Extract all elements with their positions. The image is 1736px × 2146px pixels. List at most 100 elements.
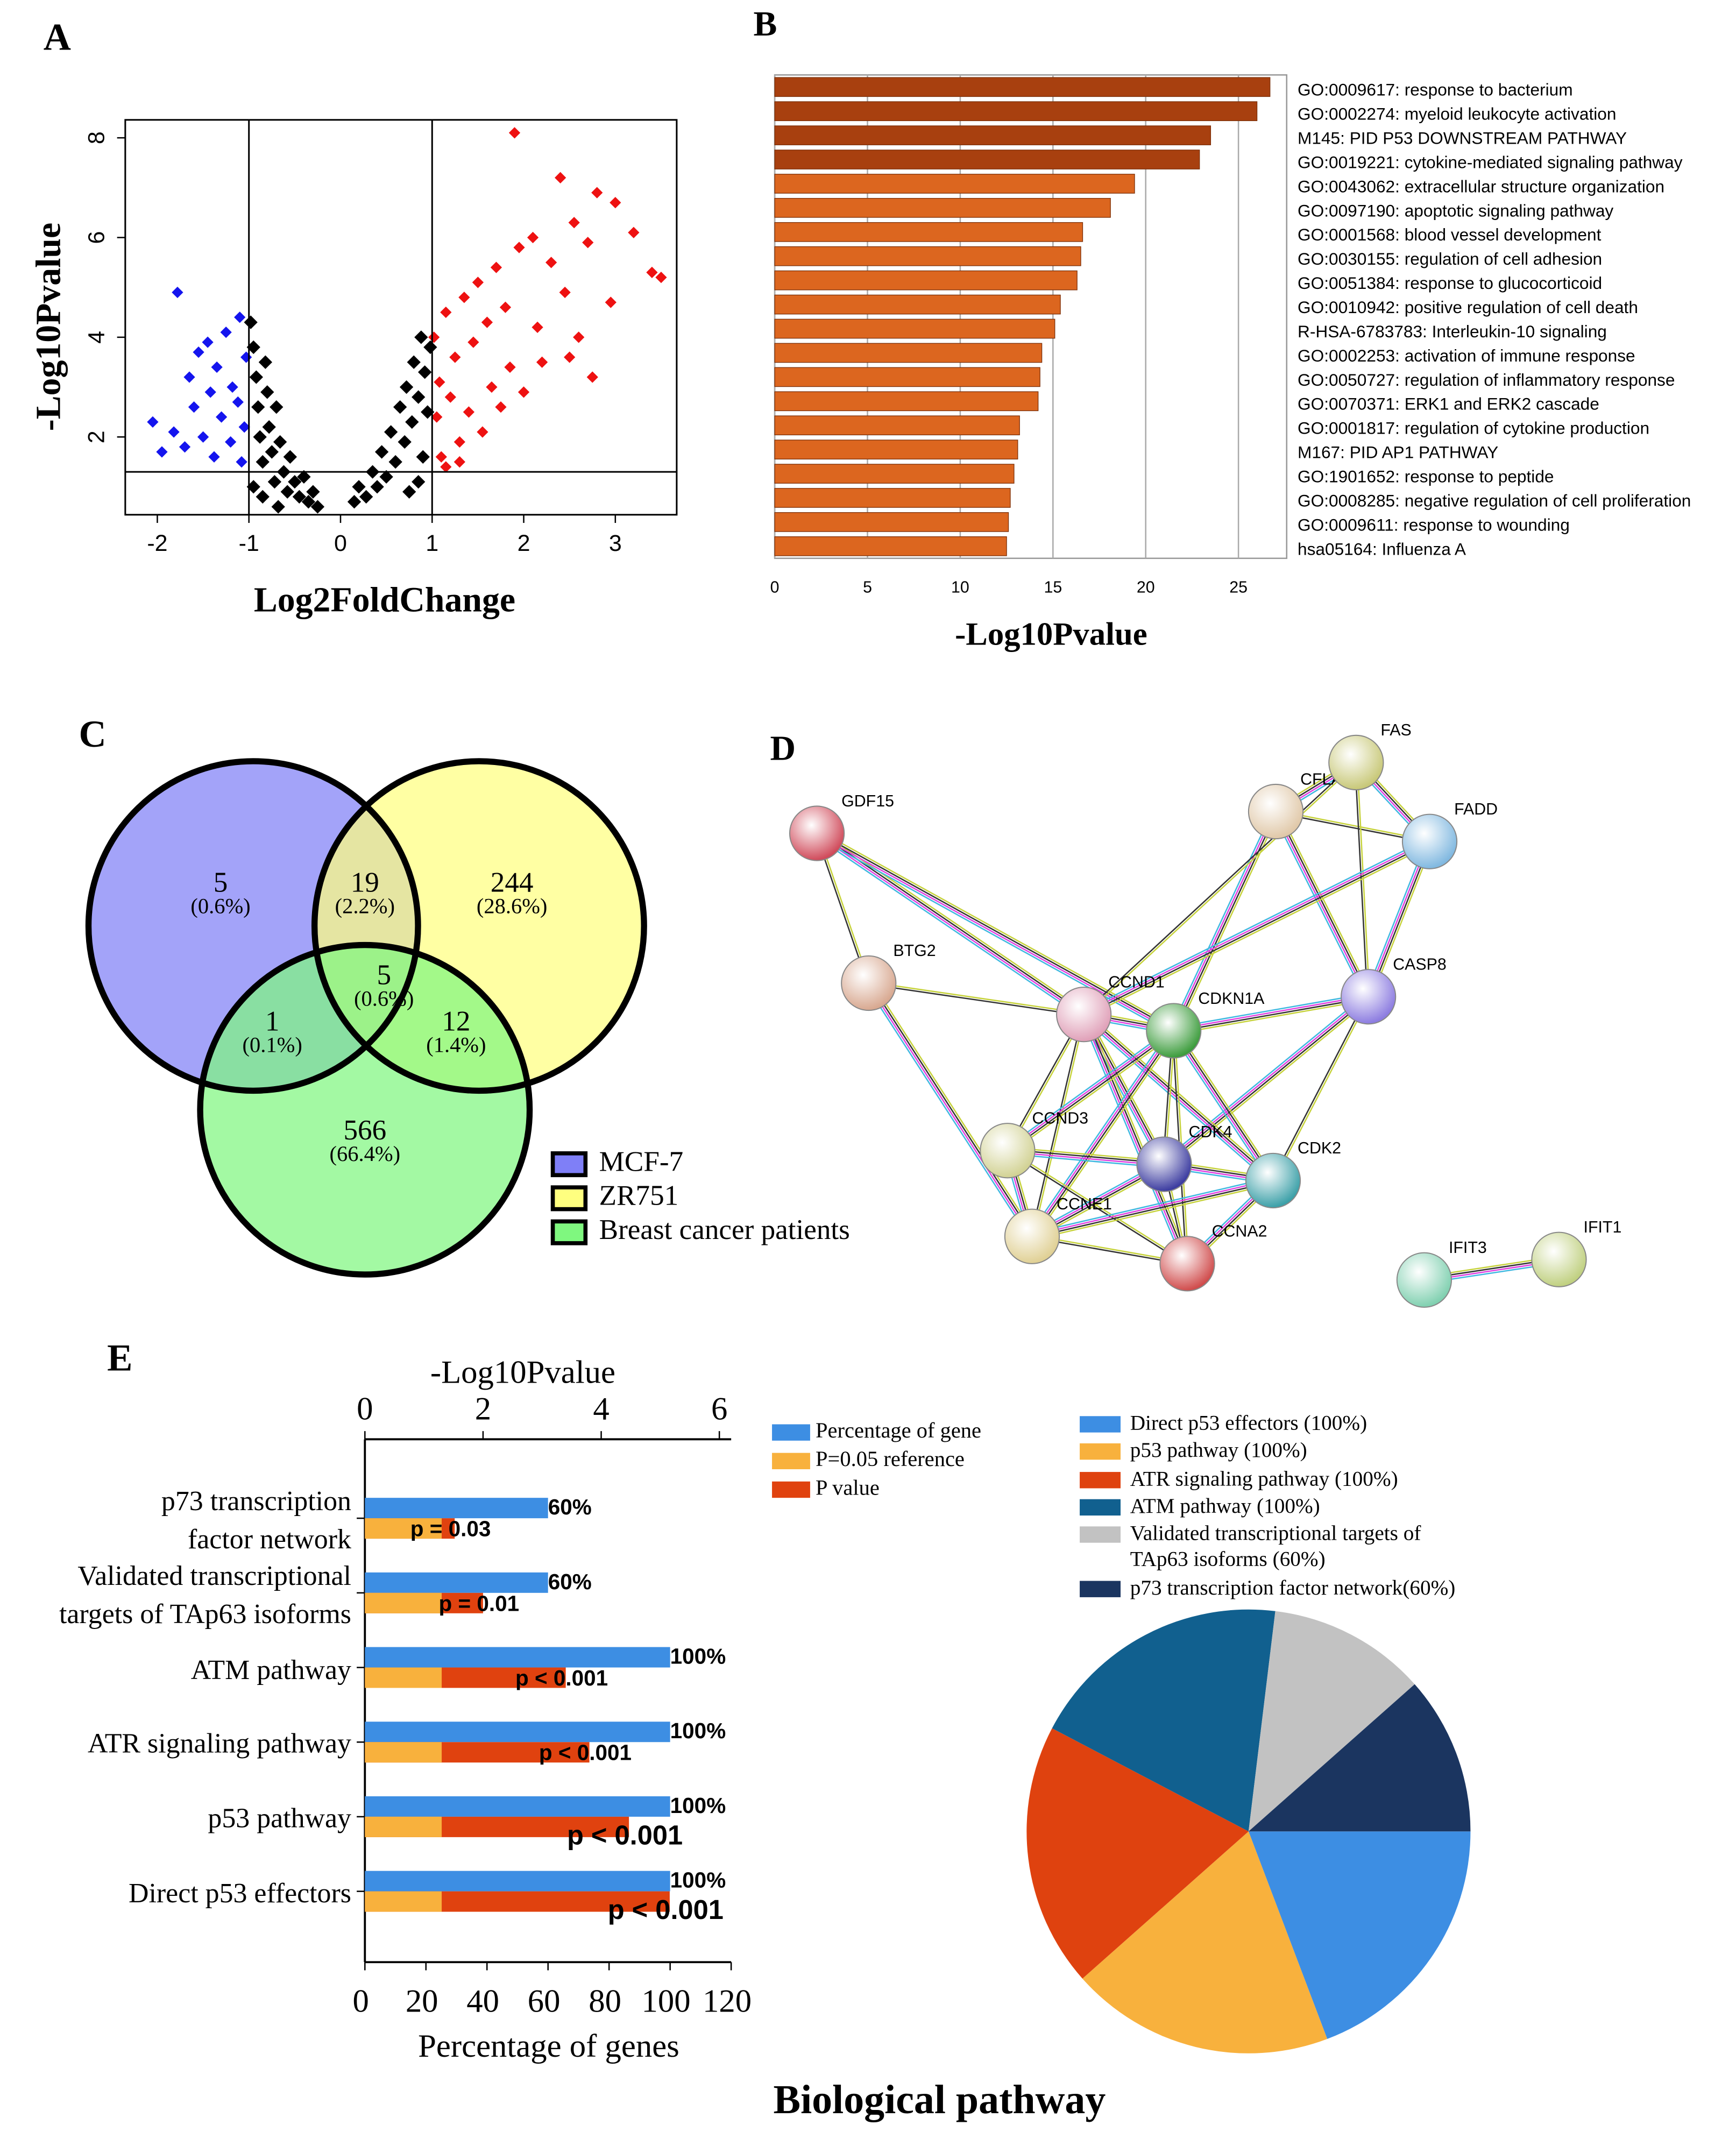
panel-label: B — [753, 4, 777, 44]
network-edge — [1175, 1028, 1277, 1179]
x-tick-label: 5 — [863, 578, 872, 596]
point — [467, 336, 479, 348]
region-count: 12 — [442, 1006, 470, 1037]
category-label: p53 pathway — [208, 1804, 351, 1835]
point — [251, 400, 265, 414]
point — [440, 461, 452, 473]
network-edge — [1172, 811, 1276, 1031]
point — [568, 217, 580, 229]
point — [423, 340, 437, 355]
x-tick-label: 2 — [518, 530, 530, 556]
point — [490, 261, 502, 273]
network-edge — [1273, 997, 1370, 1181]
x-tick-label: 25 — [1229, 578, 1248, 596]
point — [518, 386, 530, 398]
bar — [365, 1891, 442, 1912]
point — [260, 385, 274, 399]
network-node — [1248, 783, 1304, 840]
network-node — [1396, 1252, 1452, 1308]
panel-label: A — [44, 16, 71, 58]
bar — [774, 391, 1039, 412]
point — [370, 480, 384, 494]
x-tick-label: 1 — [426, 530, 438, 556]
network-edge — [1084, 1014, 1189, 1264]
network-edge — [1031, 1179, 1273, 1236]
category-label: GO:0001817: regulation of cytokine produ… — [1298, 419, 1649, 438]
point — [605, 296, 617, 308]
point — [288, 474, 302, 489]
region-count: 1 — [265, 1006, 280, 1037]
bar — [774, 464, 1015, 484]
pie-slice — [1248, 1831, 1471, 2039]
network-edge — [1083, 840, 1430, 1014]
point — [246, 340, 260, 355]
point — [481, 316, 493, 328]
value-label: p = 0.01 — [438, 1591, 519, 1616]
bar — [774, 536, 1007, 556]
point — [412, 390, 426, 404]
category-label-box: ATR signaling pathway — [88, 1730, 351, 1760]
network-node — [1146, 1003, 1202, 1059]
node-label: GDF15 — [841, 792, 894, 810]
point — [435, 451, 447, 463]
set-outline — [85, 758, 421, 1094]
point — [188, 401, 200, 413]
plot-frame — [124, 119, 678, 516]
point — [434, 376, 445, 388]
bar — [774, 150, 1200, 169]
point — [236, 456, 247, 468]
point — [147, 416, 159, 428]
pie-slice — [1052, 1609, 1276, 1832]
network-edge — [1369, 841, 1432, 997]
category-label: ATR signaling pathway — [88, 1730, 351, 1760]
point — [226, 381, 238, 393]
legend-label: MCF-7 — [599, 1146, 684, 1177]
category-label: M167: PID AP1 PATHWAY — [1298, 443, 1498, 462]
point — [283, 450, 297, 464]
network-edge — [865, 985, 1030, 1239]
point — [454, 456, 465, 468]
point — [513, 242, 525, 253]
network-edge — [1276, 811, 1370, 997]
x2-axis-title: -Log10Pvalue — [430, 1354, 615, 1390]
point — [379, 470, 393, 484]
point — [262, 420, 276, 434]
legend-swatch — [772, 1453, 810, 1470]
legend-swatch — [772, 1481, 810, 1498]
point — [463, 406, 475, 418]
legend-label: Validated transcriptional targets of TAp… — [1130, 1522, 1421, 1571]
point — [472, 277, 484, 288]
point — [405, 415, 419, 429]
network-edge — [1085, 844, 1432, 1018]
node-label: FADD — [1454, 801, 1498, 818]
category-label: GO:0043062: extracellular structure orga… — [1298, 176, 1664, 196]
network-edge — [1007, 1151, 1187, 1265]
bar — [365, 1647, 670, 1668]
point — [414, 330, 428, 344]
point — [280, 485, 294, 499]
bar — [774, 174, 1135, 194]
network-edge — [1272, 812, 1366, 999]
region-count: 566 — [343, 1115, 386, 1146]
region-count: 244 — [491, 867, 534, 898]
network-edge — [816, 833, 1084, 1016]
point — [249, 370, 263, 384]
point — [458, 292, 470, 303]
point — [244, 315, 258, 329]
network-edge — [1371, 842, 1434, 998]
point — [508, 127, 521, 139]
point — [499, 301, 512, 313]
point — [197, 431, 209, 443]
bar — [774, 101, 1258, 122]
category-label: GO:0002274: myeloid leukocyte activation — [1298, 104, 1616, 124]
point — [610, 197, 621, 209]
node-label: CASP8 — [1393, 956, 1447, 974]
category-label: p73 transcription factor network — [161, 1486, 351, 1555]
point — [495, 401, 507, 413]
region-count: 5 — [214, 867, 228, 898]
point — [504, 361, 516, 373]
bar — [365, 1667, 442, 1688]
legend-swatch — [772, 1424, 810, 1441]
network-node — [1245, 1152, 1301, 1209]
point — [449, 351, 461, 363]
